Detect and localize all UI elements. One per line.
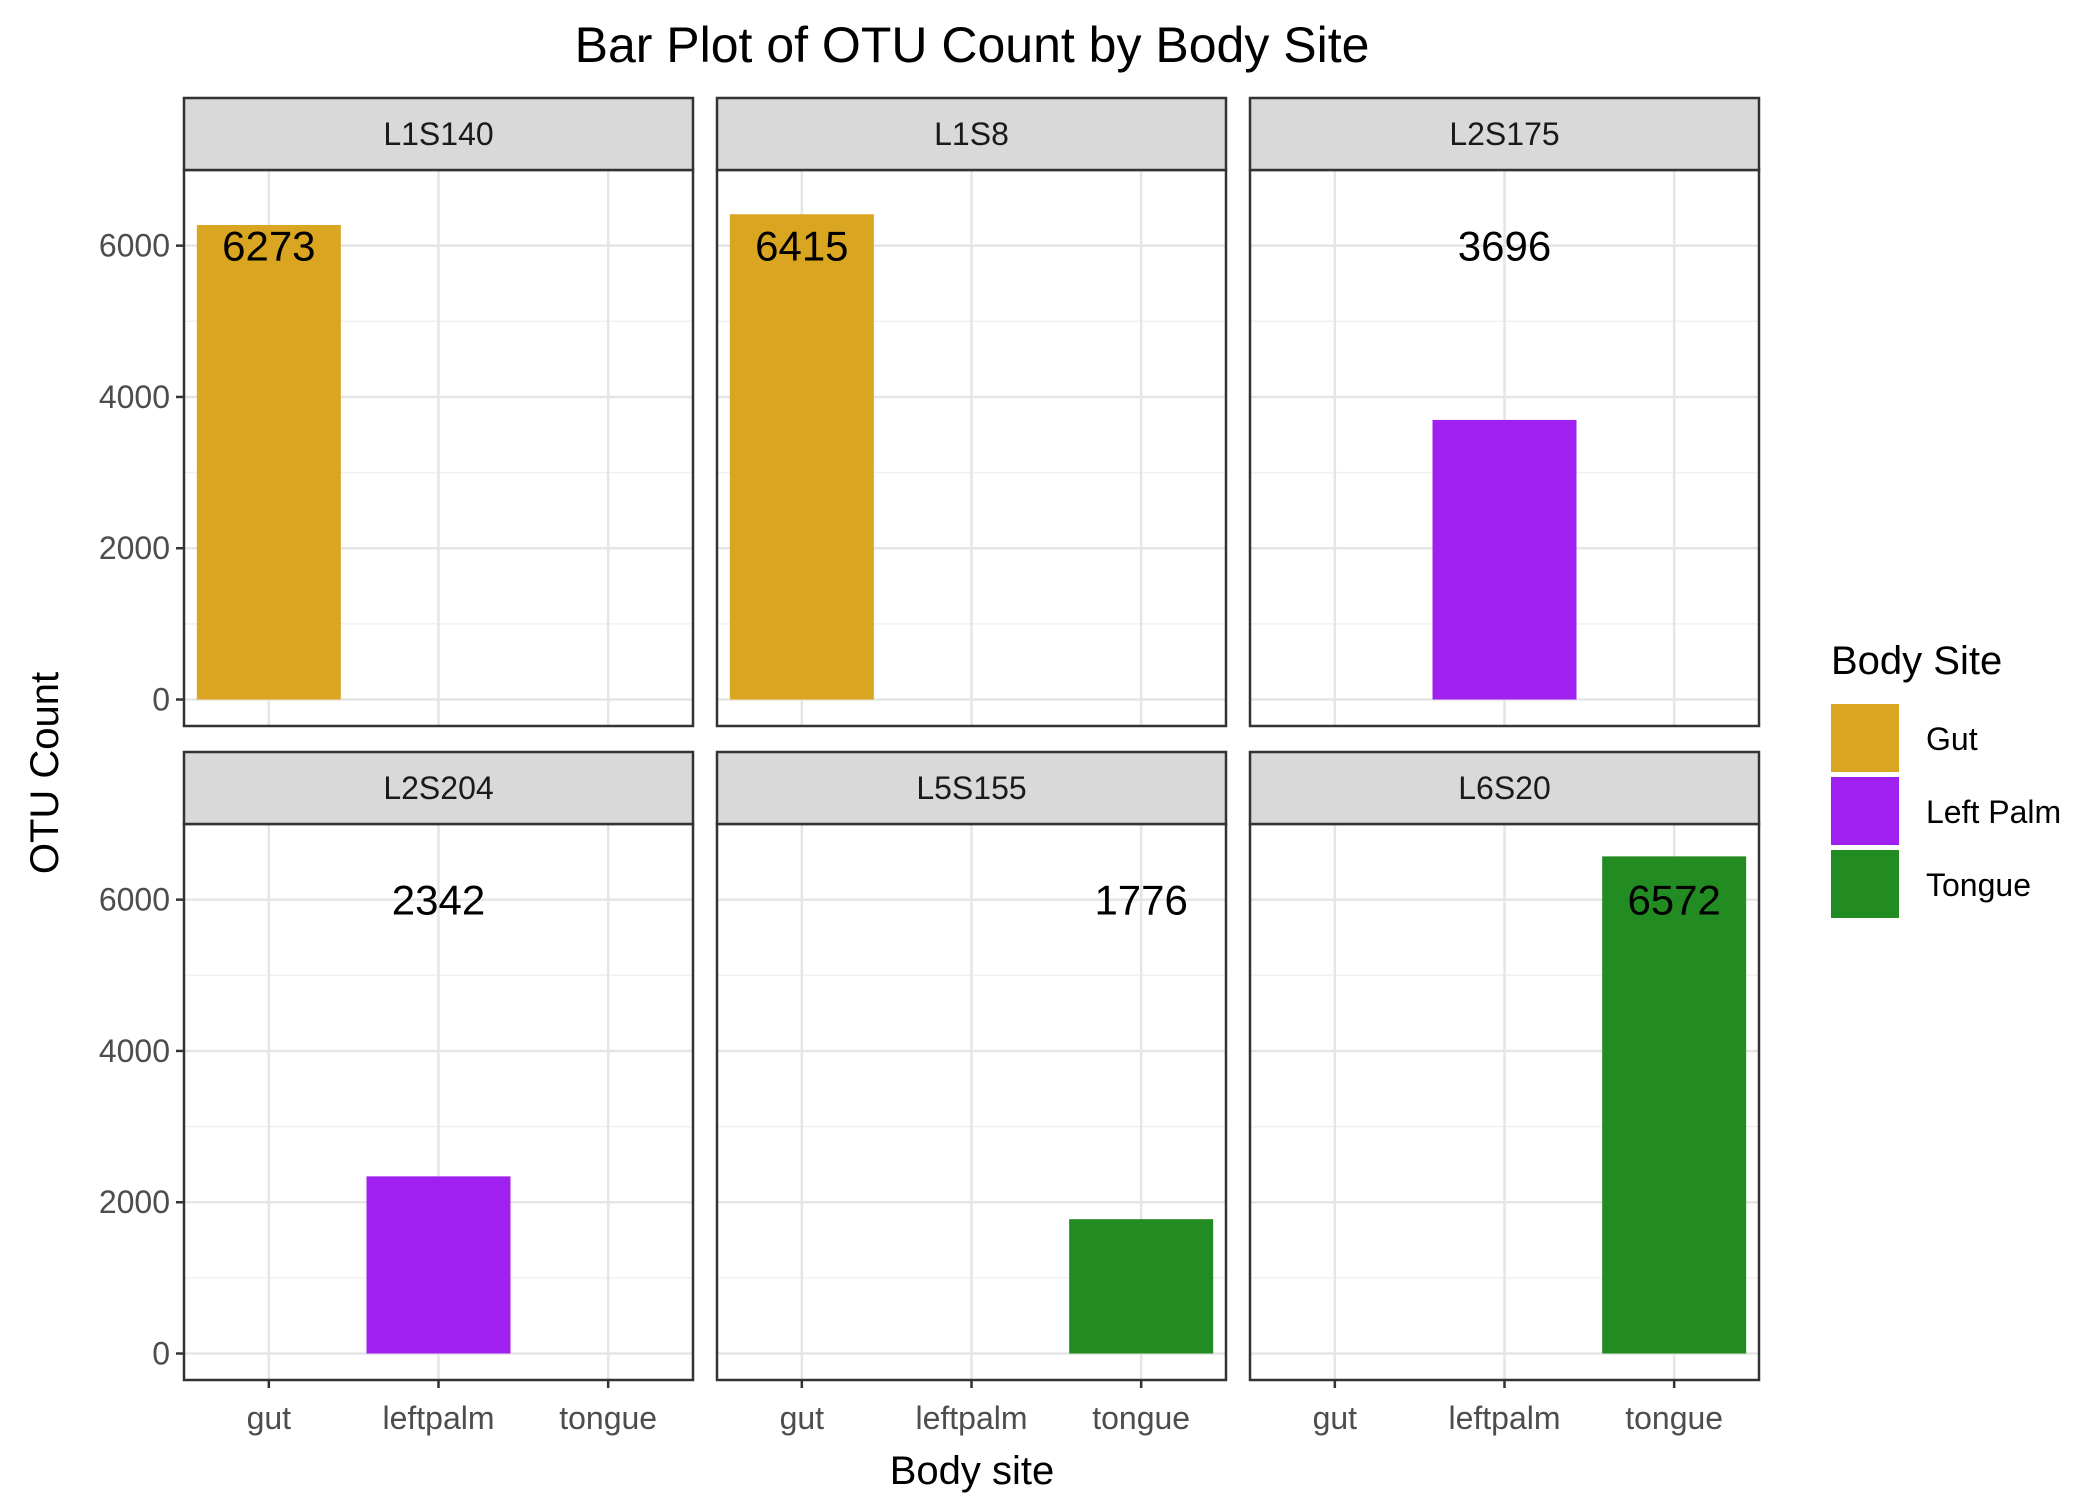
facet-strip (182, 96, 695, 172)
x-tick-label: leftpalm (382, 1400, 494, 1436)
data-label: 6273 (222, 223, 315, 270)
facet-strip (1248, 750, 1761, 826)
facet-strip (1248, 96, 1761, 172)
facet-strip (715, 750, 1228, 826)
chart-title: Bar Plot of OTU Count by Body Site (575, 17, 1370, 73)
facet-strip-label: L5S155 (916, 770, 1026, 806)
facet-panel-l6s20: 6572 L6S20 gut leftpalm tongue (1248, 750, 1761, 1436)
legend-label: Tongue (1926, 867, 2031, 903)
legend-item: Tongue (1831, 850, 2031, 918)
x-tick-label: tongue (1092, 1400, 1190, 1436)
facet-strip (715, 96, 1228, 172)
bar-l5s155 (1069, 1219, 1214, 1354)
legend-swatch (1831, 777, 1899, 845)
facet-strip-label: L2S175 (1449, 116, 1559, 152)
y-tick-label: 6000 (99, 882, 170, 918)
facet-panel-l2s204: 2342 L2S204 0 2000 4000 6000 gut leftpalm tongue (99, 750, 695, 1436)
bar-l6s20 (1602, 856, 1747, 1354)
data-label: 6415 (755, 223, 848, 270)
x-tick-label: gut (1313, 1400, 1358, 1436)
y-tick-label: 4000 (99, 379, 170, 415)
facet-panels: 6273 L1S140 0 2000 4000 6000 6415 L1S8 3696 L2S17… (99, 96, 1761, 1436)
y-tick-label: 0 (152, 1336, 170, 1372)
y-tick-label: 2000 (99, 530, 170, 566)
data-label: 6572 (1627, 877, 1720, 924)
data-label: 3696 (1458, 223, 1551, 270)
facet-strip-label: L1S140 (383, 116, 493, 152)
legend-label: Gut (1926, 721, 1978, 757)
x-tick-label: leftpalm (915, 1400, 1027, 1436)
legend-item: Gut (1831, 704, 1978, 772)
data-label: 2342 (392, 877, 485, 924)
facet-strip (182, 750, 695, 826)
y-tick-label: 6000 (99, 228, 170, 264)
y-axis-title: OTU Count (23, 672, 67, 874)
facet-panel-l1s140: 6273 L1S140 0 2000 4000 6000 (99, 96, 695, 728)
bar-l2s204 (366, 1176, 511, 1354)
y-tick-label: 2000 (99, 1184, 170, 1220)
y-tick-label: 0 (152, 682, 170, 718)
x-tick-label: tongue (559, 1400, 657, 1436)
facet-strip-label: L2S204 (383, 770, 493, 806)
facet-strip-label: L1S8 (934, 116, 1009, 152)
legend-label: Left Palm (1926, 794, 2061, 830)
x-tick-label: gut (780, 1400, 825, 1436)
data-label: 1776 (1094, 877, 1187, 924)
facet-panel-l2s175: 3696 L2S175 (1248, 96, 1761, 728)
bar-l1s8 (729, 214, 874, 700)
y-tick-label: 4000 (99, 1033, 170, 1069)
x-tick-label: leftpalm (1448, 1400, 1560, 1436)
legend-swatch (1831, 850, 1899, 918)
bar-l2s175 (1432, 419, 1577, 700)
x-tick-label: tongue (1625, 1400, 1723, 1436)
facet-panel-l5s155: 1776 L5S155 gut leftpalm tongue (715, 750, 1228, 1436)
facet-strip-label: L6S20 (1458, 770, 1551, 806)
legend-item: Left Palm (1831, 777, 2061, 845)
facet-panel-l1s8: 6415 L1S8 (715, 96, 1228, 728)
legend: Body Site Gut Left Palm Tongue (1831, 639, 2061, 918)
x-axis-title: Body site (890, 1449, 1055, 1493)
legend-swatch (1831, 704, 1899, 772)
legend-title: Body Site (1831, 639, 2002, 683)
bar-l1s140 (196, 224, 341, 700)
x-tick-label: gut (247, 1400, 292, 1436)
